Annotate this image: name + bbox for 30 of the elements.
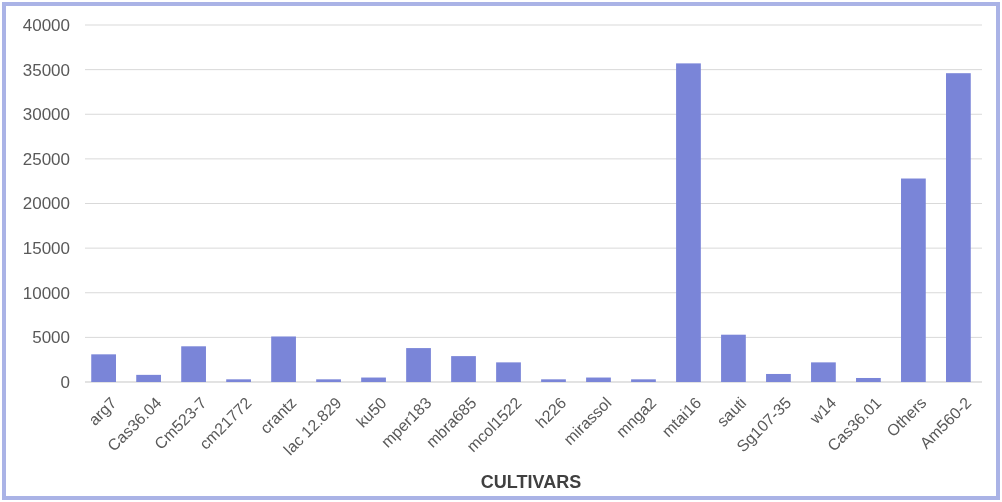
bar bbox=[856, 377, 881, 382]
bar bbox=[631, 379, 656, 382]
bar bbox=[811, 362, 836, 382]
y-tick-label: 0 bbox=[60, 372, 70, 392]
bar bbox=[676, 63, 701, 382]
y-tick-label: 10000 bbox=[22, 283, 70, 303]
y-tick-label: 40000 bbox=[22, 15, 70, 35]
bar bbox=[901, 178, 926, 382]
bar bbox=[271, 336, 296, 382]
y-tick-label: 35000 bbox=[22, 60, 70, 80]
bar bbox=[361, 377, 386, 382]
bar bbox=[946, 73, 971, 382]
bar bbox=[766, 373, 791, 382]
bar bbox=[586, 377, 611, 382]
y-tick-label: 5000 bbox=[32, 328, 70, 348]
bar bbox=[451, 356, 476, 382]
y-tick-label: 30000 bbox=[22, 105, 70, 125]
bar bbox=[226, 379, 251, 382]
bar bbox=[406, 348, 431, 382]
bar bbox=[316, 379, 341, 382]
x-axis-title: CULTIVARS bbox=[480, 472, 582, 492]
bar bbox=[181, 346, 206, 382]
bar bbox=[541, 379, 566, 382]
bar bbox=[136, 374, 161, 382]
y-tick-label: 25000 bbox=[22, 149, 70, 169]
bar bbox=[721, 334, 746, 382]
bar bbox=[496, 362, 521, 382]
y-tick-label: 20000 bbox=[22, 194, 70, 214]
bar bbox=[91, 354, 116, 382]
y-tick-label: 15000 bbox=[22, 239, 70, 259]
